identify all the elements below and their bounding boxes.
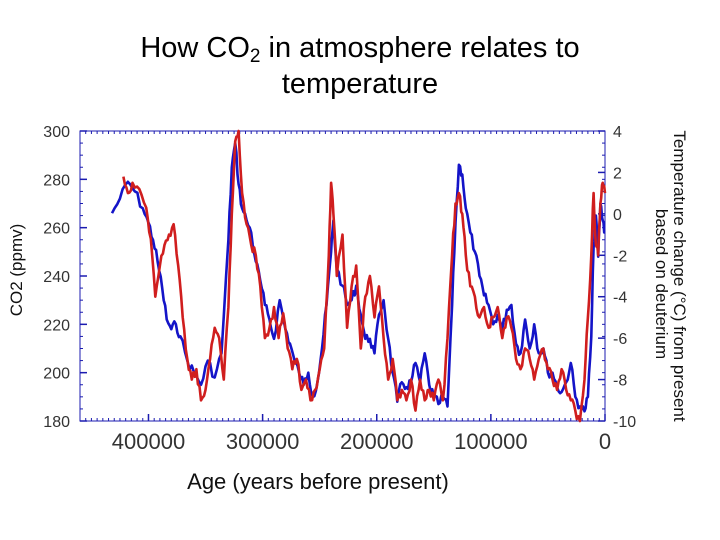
left-tick-label: 220 bbox=[43, 317, 70, 334]
title-subscript: 2 bbox=[249, 46, 261, 67]
x-tick-label: 200000 bbox=[340, 429, 413, 454]
title-line-2: temperature bbox=[281, 68, 439, 100]
title-part-2: in atmosphere relates to bbox=[260, 32, 580, 64]
left-axis-label: CO2 (ppmv) bbox=[7, 224, 26, 317]
co2-series-line bbox=[110, 141, 606, 413]
right-axis-ticks: 4 2 0 -2 -4 -6 -8 -10 bbox=[598, 124, 636, 431]
right-tick-label: 2 bbox=[613, 165, 622, 182]
left-axis-ticks: 300 280 260 240 220 200 180 bbox=[43, 124, 87, 431]
right-tick-label: 0 bbox=[613, 207, 622, 224]
chart-title: How CO2 in atmosphere relates to tempera… bbox=[0, 30, 720, 102]
left-tick-label: 200 bbox=[43, 366, 70, 383]
x-tick-label: 0 bbox=[599, 429, 611, 454]
right-tick-label: -2 bbox=[613, 248, 627, 265]
right-axis-label-line-2: based on deuterium bbox=[652, 209, 671, 359]
right-tick-label: -10 bbox=[613, 414, 636, 431]
left-tick-label: 240 bbox=[43, 269, 70, 286]
right-tick-label: -4 bbox=[613, 290, 627, 307]
x-axis-label: Age (years before present) bbox=[187, 469, 449, 494]
title-part-1: How CO bbox=[140, 32, 250, 64]
right-tick-label: -8 bbox=[613, 373, 627, 390]
right-axis-label-line-1: Temperature change (°C) from present bbox=[670, 130, 689, 421]
series-lines bbox=[110, 129, 607, 423]
temperature-series-line bbox=[122, 129, 607, 423]
right-tick-label: -6 bbox=[613, 331, 627, 348]
left-tick-label: 300 bbox=[43, 124, 70, 141]
x-tick-label: 100000 bbox=[454, 429, 527, 454]
left-tick-label: 260 bbox=[43, 221, 70, 238]
x-tick-label: 300000 bbox=[226, 429, 299, 454]
x-tick-label: 400000 bbox=[112, 429, 185, 454]
x-axis-ticks: 400000 300000 200000 100000 0 bbox=[112, 414, 611, 454]
left-tick-label: 280 bbox=[43, 172, 70, 189]
right-tick-label: 4 bbox=[613, 124, 622, 141]
plot-frame bbox=[79, 130, 606, 422]
left-tick-label: 180 bbox=[43, 414, 70, 431]
